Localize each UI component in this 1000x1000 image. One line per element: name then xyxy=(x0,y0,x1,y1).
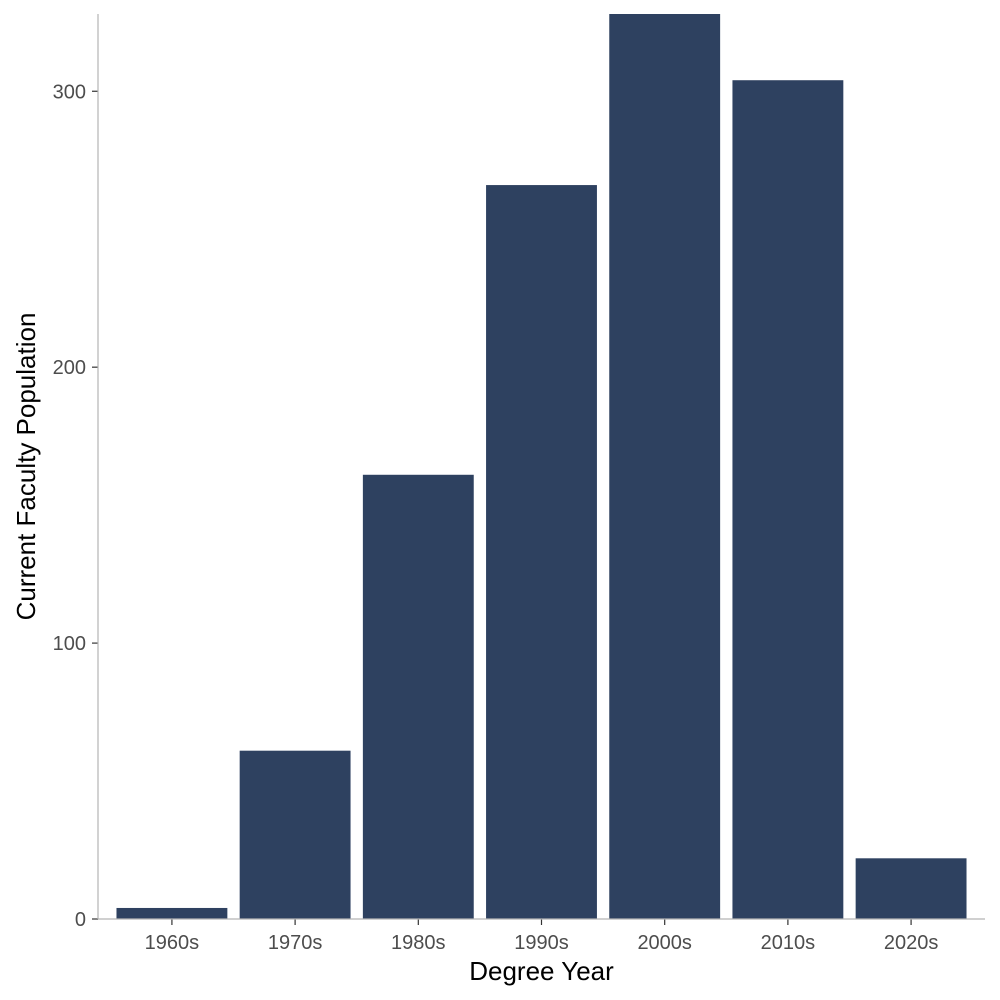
x-tick-label: 1980s xyxy=(391,932,446,954)
x-tick-label: 2000s xyxy=(637,932,692,954)
bar-1960s xyxy=(116,907,228,919)
x-tick-label: 2020s xyxy=(884,932,939,954)
x-tick-label: 2010s xyxy=(761,932,816,954)
bar-1980s xyxy=(362,474,474,919)
bar-2000s xyxy=(609,14,721,919)
y-tick-label: 200 xyxy=(53,357,86,379)
bar-2020s xyxy=(855,858,967,919)
x-axis-title: Degree Year xyxy=(469,956,614,986)
bar-1990s xyxy=(486,185,597,919)
y-tick-label: 100 xyxy=(53,633,86,655)
y-axis-title: Current Faculty Population xyxy=(11,313,41,621)
x-tick-label: 1970s xyxy=(268,932,323,954)
x-tick-label: 1960s xyxy=(145,932,200,954)
y-tick-label: 0 xyxy=(75,909,86,931)
y-axis-ticks: 0 100 200 300 xyxy=(53,81,98,931)
x-axis-ticks: 1960s 1970s 1980s 1990s 2000s 2010s 2020s xyxy=(145,919,939,954)
bar-1970s xyxy=(239,750,351,919)
x-tick-label: 1990s xyxy=(514,932,569,954)
bars-group xyxy=(116,14,967,920)
y-tick-label: 300 xyxy=(53,81,86,103)
bar-2010s xyxy=(732,80,844,920)
